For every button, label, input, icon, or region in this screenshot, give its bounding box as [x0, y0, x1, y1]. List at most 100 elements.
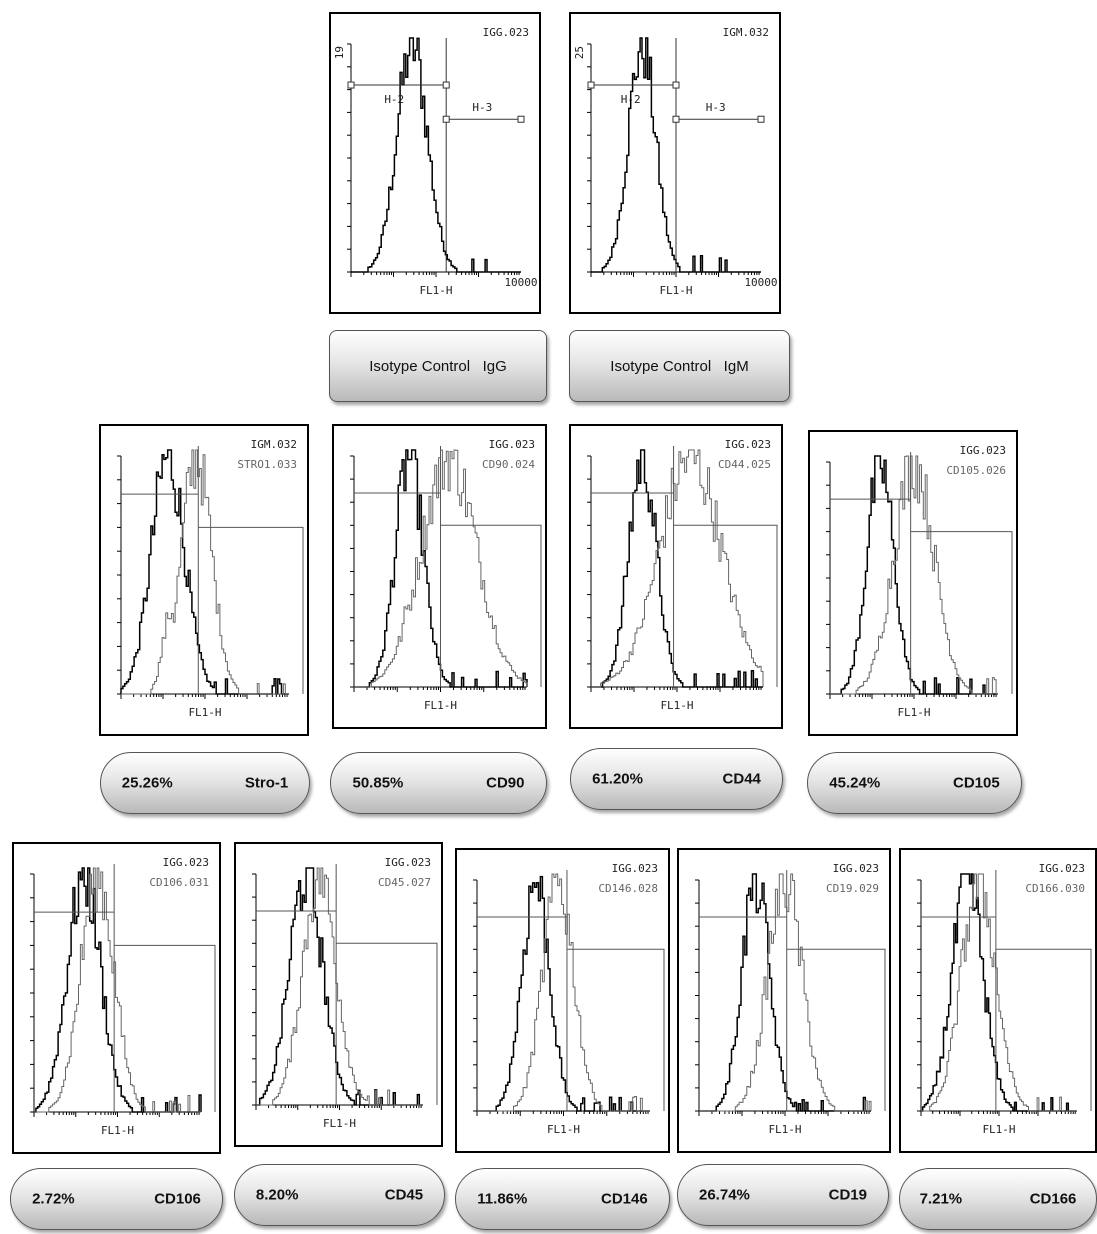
control-histogram-curve — [477, 875, 650, 1112]
gate-lines — [256, 864, 438, 1105]
gate-lines — [591, 446, 778, 687]
sample-histogram-curve — [591, 449, 764, 688]
histogram-plot-cd45: IGG.023 CD45.027 FL1-H — [252, 856, 438, 1130]
marker-name: CD45 — [384, 1186, 424, 1204]
file-label: IGG.023 — [1039, 862, 1085, 875]
sample-histogram-curve — [121, 449, 289, 695]
sample-label: CD106.031 — [149, 876, 209, 889]
x-axis-label: FL1-H — [323, 1117, 356, 1130]
histogram-panel-cd19: IGG.023 CD19.029 FL1-H — [677, 848, 891, 1153]
marker-result-pill-cd44: 61.20% CD44 — [570, 748, 783, 810]
percent-positive: 26.74% — [699, 1186, 750, 1204]
x-axis-label: FL1-H — [660, 699, 693, 712]
sample-histogram-curve — [256, 867, 423, 1106]
sample-histogram-curve — [699, 873, 872, 1112]
file-label: IGM.032 — [723, 26, 769, 39]
histogram-plot-stro1: IGM.032 STRO1.033 FL1-H — [117, 438, 304, 719]
marker-result-pill-cd106: 2.72% CD106 — [10, 1168, 223, 1230]
marker-result-pill-cd166: 7.21% CD166 — [899, 1168, 1097, 1230]
control-histogram-curve — [591, 449, 763, 688]
histogram-plot-igg: H-2 H-3 IGG.023 19 FL1-H 10000 — [333, 26, 538, 297]
x-axis-label: FL1-H — [659, 284, 692, 297]
percent-positive: 50.85% — [352, 774, 404, 792]
sample-histogram-curve — [354, 449, 528, 688]
x-axis-label: FL1-H — [897, 706, 930, 719]
control-histogram-curve — [699, 873, 871, 1112]
histogram-plot-cd166: IGG.023 CD166.030 FL1-H — [917, 862, 1092, 1136]
marker-name: Stro-1 — [244, 774, 289, 792]
histogram-panel-stro1: IGM.032 STRO1.033 FL1-H — [99, 424, 309, 736]
sample-label: CD105.026 — [946, 464, 1006, 477]
percent-positive: 25.26% — [121, 774, 173, 792]
file-label: IGG.023 — [483, 26, 529, 39]
histogram-plot-cd90: IGG.023 CD90.024 FL1-H — [350, 438, 542, 712]
sample-histogram-curve — [921, 873, 1077, 1112]
histogram-panel-cd44: IGG.023 CD44.025 FL1-H — [569, 424, 783, 729]
sample-label: CD45.027 — [378, 876, 431, 889]
file-label: IGG.023 — [725, 438, 771, 451]
control-histogram-curve — [34, 867, 202, 1113]
x-axis-label: FL1-H — [768, 1123, 801, 1136]
x-axis-label: FL1-H — [419, 284, 452, 297]
gate-handle — [587, 81, 595, 89]
gate-handle — [672, 115, 680, 123]
histogram-panel-cd105: IGG.023 CD105.026 FL1-H — [808, 430, 1018, 736]
marker-name: CD166 — [1029, 1190, 1077, 1208]
marker-result-pill-stro1: 25.26% Stro-1 — [100, 752, 310, 814]
file-label: IGG.023 — [960, 444, 1006, 457]
x-axis-label: FL1-H — [188, 706, 221, 719]
gate-label: H-3 — [706, 101, 726, 114]
marker-name: CD90 — [486, 774, 525, 792]
control-histogram-curve — [591, 37, 761, 273]
gate-lines — [354, 446, 542, 687]
gate-lines — [921, 870, 1092, 1111]
percent-positive: 11.86% — [477, 1190, 528, 1208]
histogram-panel-igm: H-2 H-3 IGM.032 25 FL1-H 10000 — [569, 12, 781, 314]
histogram-panel-cd146: IGG.023 CD146.028 FL1-H — [455, 848, 670, 1153]
gate-handle — [757, 115, 765, 123]
marker-name: CD105 — [953, 774, 1000, 792]
sample-histogram-curve — [477, 873, 650, 1112]
x-axis-label: FL1-H — [982, 1123, 1015, 1136]
marker-result-pill-cd105: 45.24% CD105 — [807, 752, 1022, 814]
sample-label: CD44.025 — [718, 458, 771, 471]
control-histogram-curve — [351, 37, 521, 273]
file-label: IGG.023 — [833, 862, 879, 875]
marker-name: CD19 — [828, 1186, 867, 1204]
x-axis-label: FL1-H — [101, 1124, 134, 1137]
percent-positive: 61.20% — [592, 770, 643, 788]
control-histogram-curve — [256, 867, 423, 1106]
x-max-label: 10000 — [504, 276, 537, 289]
percent-positive: 7.21% — [919, 1190, 963, 1208]
axes — [255, 874, 423, 1106]
x-max-label: 10000 — [744, 276, 777, 289]
percent-positive: 2.72% — [32, 1190, 75, 1208]
gate-label: H-2 — [621, 93, 641, 106]
x-axis-label: FL1-H — [424, 699, 457, 712]
marker-name: CD106 — [154, 1190, 201, 1208]
gate-handle — [442, 81, 450, 89]
sample-label: CD146.028 — [598, 882, 658, 895]
file-label: IGG.023 — [385, 856, 431, 869]
control-histogram-curve — [830, 455, 998, 695]
marker-name: CD44 — [722, 770, 761, 788]
histogram-plot-cd146: IGG.023 CD146.028 FL1-H — [473, 862, 665, 1136]
marker-name: CD146 — [601, 1190, 648, 1208]
axes — [350, 44, 521, 273]
histogram-panel-cd45: IGG.023 CD45.027 FL1-H — [234, 842, 443, 1147]
gate-lines — [34, 864, 216, 1112]
gate-lines — [699, 870, 886, 1111]
gate-handle — [517, 115, 525, 123]
file-label: IGM.032 — [251, 438, 297, 451]
histogram-plot-cd19: IGG.023 CD19.029 FL1-H — [695, 862, 886, 1136]
axes — [698, 880, 871, 1112]
histogram-panel-cd106: IGG.023 CD106.031 FL1-H — [12, 842, 221, 1154]
gate-lines — [351, 38, 521, 272]
histogram-plot-cd106: IGG.023 CD106.031 FL1-H — [30, 856, 216, 1137]
y-max-label: 19 — [333, 46, 346, 59]
sample-label: CD90.024 — [482, 458, 535, 471]
sample-label: STRO1.033 — [237, 458, 297, 471]
gate-lines — [477, 870, 665, 1111]
axes — [476, 880, 650, 1112]
file-label: IGG.023 — [612, 862, 658, 875]
